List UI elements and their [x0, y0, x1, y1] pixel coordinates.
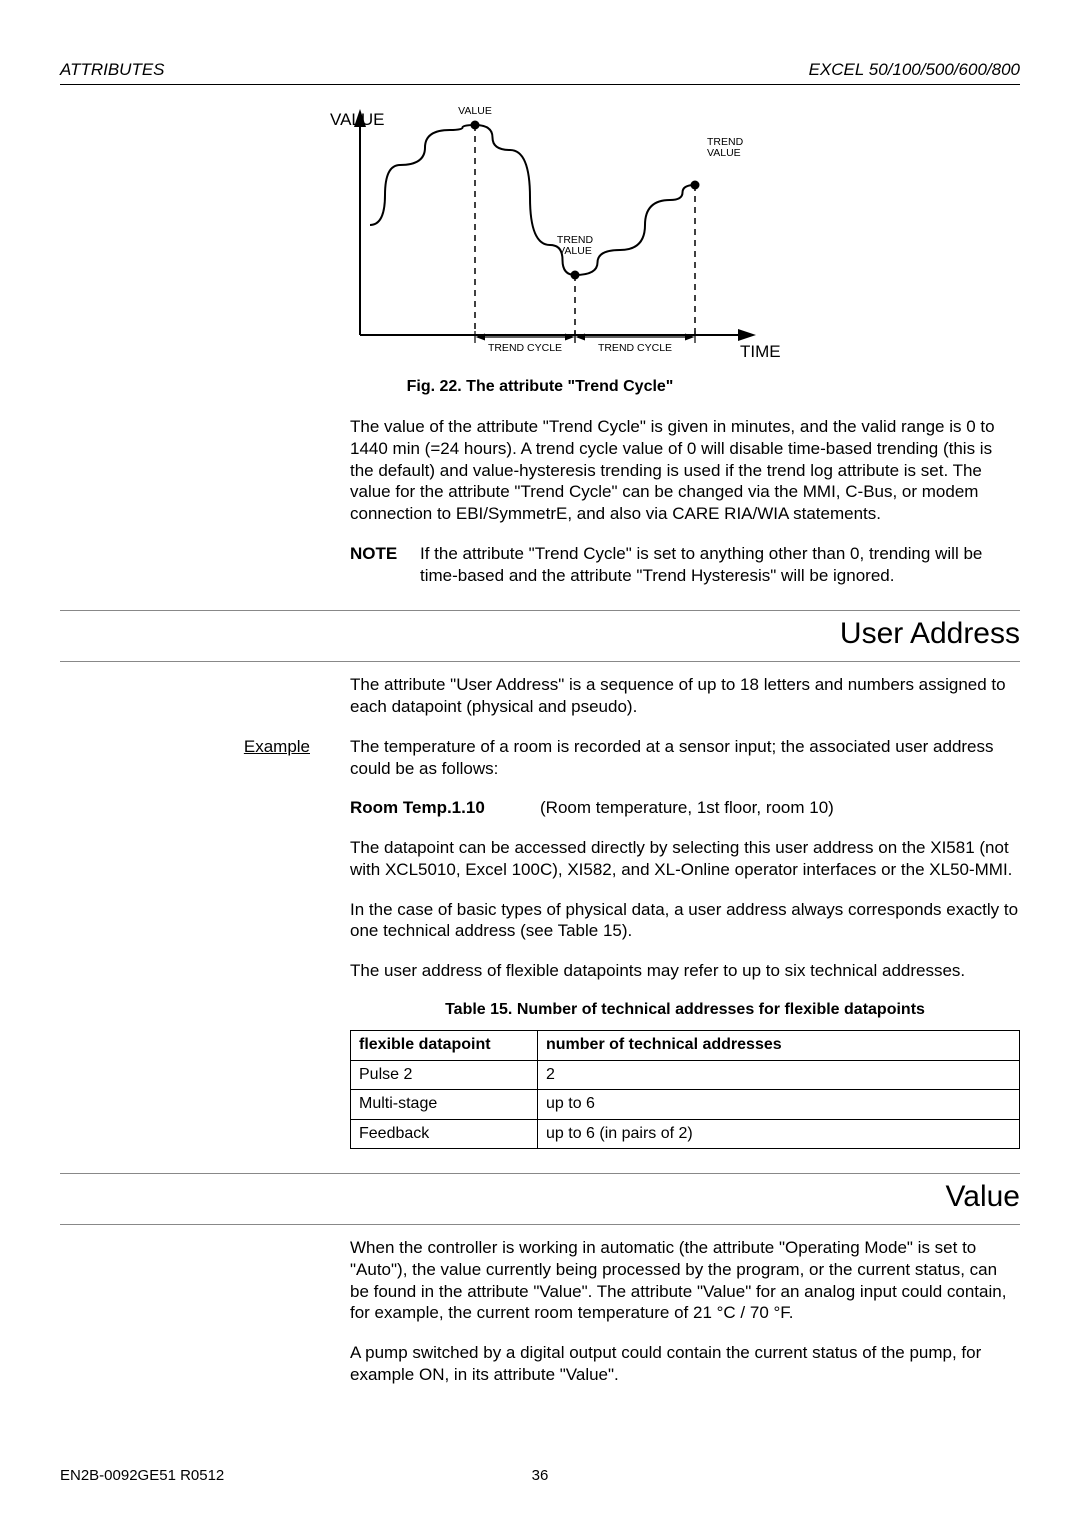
table-cell: Multi-stage — [351, 1090, 538, 1119]
note-label: NOTE — [350, 543, 420, 587]
example-key: Room Temp.1.10 — [350, 797, 540, 819]
header-right: EXCEL 50/100/500/600/800 — [809, 60, 1020, 80]
section-rule — [60, 610, 1020, 611]
trend-value-label: VALUE — [458, 105, 492, 117]
example-intro-text: The temperature of a room is recorded at… — [350, 737, 994, 778]
value-heading: Value — [60, 1178, 1020, 1216]
table-header-cell: number of technical addresses — [538, 1031, 1020, 1060]
table-cell: Pulse 2 — [351, 1060, 538, 1089]
table-cell: up to 6 — [538, 1090, 1020, 1119]
value-para1: When the controller is working in automa… — [350, 1237, 1020, 1324]
trend-cycle-figure: VALUE TIME TRENDVALUETRENDVALUETRENDVALU… — [300, 105, 780, 370]
figure-caption: Fig. 22. The attribute "Trend Cycle" — [60, 378, 1020, 396]
note-text: If the attribute "Trend Cycle" is set to… — [420, 543, 1020, 587]
y-axis-label: VALUE — [330, 110, 385, 129]
user-address-access-para: The datapoint can be accessed directly b… — [350, 837, 1020, 881]
footer-page-number: 36 — [532, 1467, 549, 1484]
table-row: Pulse 22 — [351, 1060, 1020, 1089]
trend-cycle-note: NOTE If the attribute "Trend Cycle" is s… — [350, 543, 1020, 587]
footer-doc-id: EN2B-0092GE51 R0512 — [60, 1467, 224, 1484]
trend-cycle-label: TREND CYCLE — [488, 342, 562, 354]
trend-value-label: VALUE — [558, 245, 592, 257]
table-header-row: flexible datapoint number of technical a… — [351, 1031, 1020, 1060]
user-address-intro: The attribute "User Address" is a sequen… — [350, 674, 1020, 718]
table-caption: Table 15. Number of technical addresses … — [350, 1000, 1020, 1020]
trend-cycle-para: The value of the attribute "Trend Cycle"… — [350, 416, 1020, 525]
user-address-example-intro: Example The temperature of a room is rec… — [350, 736, 1020, 780]
user-address-basic-para: In the case of basic types of physical d… — [350, 899, 1020, 943]
header-left: ATTRIBUTES — [60, 60, 165, 80]
trend-cycle-chart-svg: VALUE TIME TRENDVALUETRENDVALUETRENDVALU… — [300, 105, 780, 365]
table-row: Multi-stageup to 6 — [351, 1090, 1020, 1119]
example-margin-label: Example — [60, 736, 330, 758]
value-para2: A pump switched by a digital output coul… — [350, 1342, 1020, 1386]
section-rule — [60, 661, 1020, 662]
table-header-cell: flexible datapoint — [351, 1031, 538, 1060]
example-val: (Room temperature, 1st floor, room 10) — [540, 797, 1020, 819]
section-rule — [60, 1224, 1020, 1225]
example-row: Room Temp.1.10 (Room temperature, 1st fl… — [350, 797, 1020, 819]
x-axis-label: TIME — [740, 342, 780, 361]
table-cell: Feedback — [351, 1119, 538, 1148]
user-address-heading: User Address — [60, 615, 1020, 653]
user-address-flex-para: The user address of flexible datapoints … — [350, 960, 1020, 982]
technical-addresses-table: flexible datapoint number of technical a… — [350, 1030, 1020, 1149]
trend-value-label: VALUE — [707, 147, 741, 159]
trend-cycle-label: TREND CYCLE — [598, 342, 672, 354]
table-cell: 2 — [538, 1060, 1020, 1089]
section-rule — [60, 1173, 1020, 1174]
table-row: Feedbackup to 6 (in pairs of 2) — [351, 1119, 1020, 1148]
page-header: ATTRIBUTES EXCEL 50/100/500/600/800 — [60, 60, 1020, 85]
table-cell: up to 6 (in pairs of 2) — [538, 1119, 1020, 1148]
